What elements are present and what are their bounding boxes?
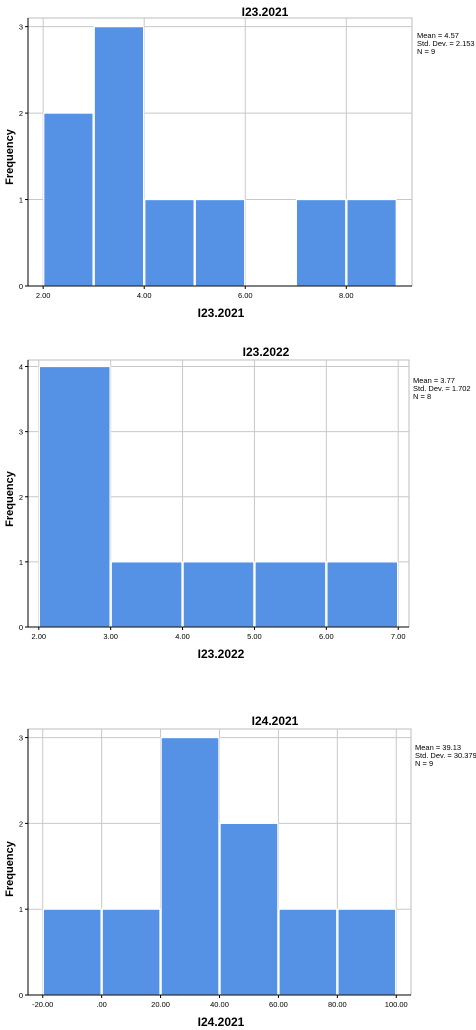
chart-title: I24.2021 bbox=[252, 714, 299, 728]
x-tick-label: .00 bbox=[96, 1000, 106, 1009]
x-tick-label: 5.00 bbox=[247, 632, 262, 641]
chart-title: I23.2022 bbox=[243, 345, 290, 359]
y-axis-label: Frequency bbox=[4, 128, 16, 185]
histogram-bar bbox=[93, 26, 145, 287]
histogram-bar bbox=[254, 561, 327, 628]
y-tick-label: 3 bbox=[19, 734, 23, 743]
chart-title: I23.2021 bbox=[242, 5, 289, 19]
histogram-bar bbox=[43, 112, 94, 287]
x-tick-label: 80.00 bbox=[328, 1000, 347, 1009]
x-tick-label: 6.00 bbox=[319, 632, 334, 641]
histogram-bar bbox=[38, 365, 111, 628]
y-tick-label: 1 bbox=[19, 558, 23, 567]
histogram-bar bbox=[295, 198, 347, 287]
histogram-bar bbox=[110, 561, 183, 628]
x-tick-label: 7.00 bbox=[391, 632, 406, 641]
y-tick-label: 1 bbox=[19, 196, 23, 205]
y-tick-label: 1 bbox=[19, 905, 23, 914]
x-tick-label: 20.00 bbox=[151, 1000, 170, 1009]
stat-n: N = 9 bbox=[415, 759, 433, 768]
plot-area: 2.00 3.00 4.00 5.00 6.00 7.00 0 1 2 3 4 bbox=[19, 359, 410, 641]
y-tick-label: 2 bbox=[19, 109, 23, 118]
histogram-bar bbox=[160, 736, 220, 996]
y-tick-label: 2 bbox=[19, 819, 23, 828]
y-tick-label: 3 bbox=[19, 23, 23, 32]
histogram-bar bbox=[278, 908, 338, 996]
x-tick-label: -20.00 bbox=[32, 1000, 53, 1009]
plot-area: 2.00 4.00 6.00 8.00 0 1 2 3 bbox=[19, 17, 413, 300]
histogram-bar bbox=[346, 198, 397, 287]
stat-std-dev: Std. Dev. = 2.153 bbox=[417, 39, 475, 48]
x-tick-label: 2.00 bbox=[36, 291, 51, 300]
x-tick-label: 8.00 bbox=[339, 291, 354, 300]
stat-mean: Mean = 4.57 bbox=[417, 31, 459, 40]
stat-n: N = 8 bbox=[413, 392, 431, 401]
histogram-bar bbox=[42, 908, 102, 996]
stat-mean: Mean = 3.77 bbox=[413, 376, 455, 385]
y-axis-label: Frequency bbox=[4, 470, 16, 527]
x-tick-label: 4.00 bbox=[137, 291, 152, 300]
histogram-bar bbox=[194, 198, 246, 287]
histogram-bar bbox=[182, 561, 255, 628]
histogram-bar bbox=[144, 198, 195, 287]
histogram-bar bbox=[101, 908, 161, 996]
y-axis-label: Frequency bbox=[4, 840, 16, 897]
x-tick-label: 100.00 bbox=[385, 1000, 408, 1009]
stat-mean: Mean = 39.13 bbox=[415, 743, 461, 752]
y-tick-label: 0 bbox=[19, 623, 23, 632]
histogram-panel-3: -20.00.00 20.00 40.00 60.00 80.00 100.000123 … bbox=[4, 714, 476, 1029]
y-tick-label: 2 bbox=[19, 493, 23, 502]
x-tick-label: 3.00 bbox=[103, 632, 118, 641]
y-tick-label: 0 bbox=[19, 282, 23, 291]
x-tick-label: 60.00 bbox=[269, 1000, 288, 1009]
histogram-bar bbox=[337, 908, 397, 996]
histogram-bar bbox=[219, 822, 279, 996]
x-axis-label: I23.2021 bbox=[198, 306, 245, 320]
x-tick-label: 40.00 bbox=[210, 1000, 229, 1009]
y-tick-label: 0 bbox=[19, 991, 23, 1000]
x-tick-label: 6.00 bbox=[238, 291, 253, 300]
stat-std-dev: Std. Dev. = 1.702 bbox=[413, 384, 471, 393]
stat-n: N = 9 bbox=[417, 47, 435, 56]
histogram-bar bbox=[326, 561, 399, 628]
x-tick-label: 2.00 bbox=[31, 632, 46, 641]
x-axis-label: I23.2022 bbox=[198, 647, 245, 661]
y-tick-label: 3 bbox=[19, 428, 23, 437]
histogram-panel-2: 2.00 3.00 4.00 5.00 6.00 7.00 0 1 2 3 4 I23.2022 F… bbox=[4, 345, 471, 661]
y-tick-label: 4 bbox=[19, 363, 23, 372]
x-tick-label: 4.00 bbox=[175, 632, 190, 641]
stat-std-dev: Std. Dev. = 30.379 bbox=[415, 751, 476, 760]
x-axis-label: I24.2021 bbox=[198, 1015, 245, 1029]
plot-area: -20.00 .00 20.00 40.00 60.00 80.00 100.00 0 1 2 3 bbox=[19, 728, 412, 1009]
